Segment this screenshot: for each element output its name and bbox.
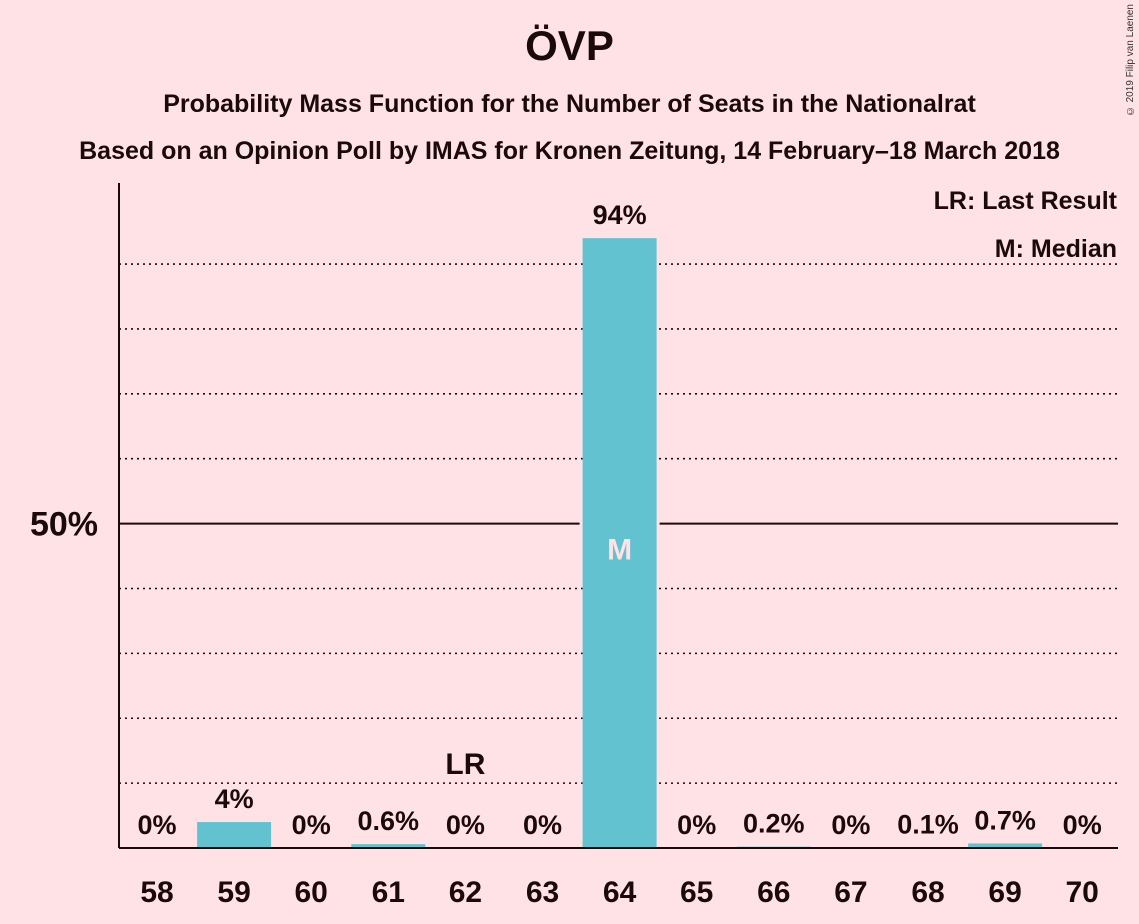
- data-label-58: 0%: [137, 810, 176, 840]
- x-tick-label-62: 62: [449, 876, 482, 909]
- x-tick-label-70: 70: [1066, 876, 1099, 909]
- chart-title: ÖVP: [525, 22, 614, 69]
- data-label-66: 0.2%: [743, 809, 805, 839]
- x-tick-label-67: 67: [834, 876, 867, 909]
- x-tick-label-61: 61: [372, 876, 405, 909]
- data-label-62: 0%: [446, 810, 485, 840]
- data-label-61: 0.6%: [358, 806, 420, 836]
- x-tick-label-66: 66: [757, 876, 790, 909]
- x-tick-label-58: 58: [140, 876, 173, 909]
- data-label-69: 0.7%: [974, 805, 1036, 835]
- x-tick-label-69: 69: [988, 876, 1021, 909]
- data-label-60: 0%: [292, 810, 331, 840]
- x-tick-label-60: 60: [295, 876, 328, 909]
- data-label-65: 0%: [677, 810, 716, 840]
- legend-entry-last-result: LR: Last Result: [934, 187, 1118, 215]
- bar-59: [197, 822, 272, 848]
- chart-source-subtitle: Based on an Opinion Poll by IMAS for Kro…: [79, 137, 1060, 165]
- x-tick-label-59: 59: [217, 876, 250, 909]
- x-tick-label-63: 63: [526, 876, 559, 909]
- data-label-59: 4%: [215, 784, 254, 814]
- bar-61: [351, 844, 426, 848]
- bar-64: [582, 238, 657, 848]
- data-label-70: 0%: [1063, 810, 1102, 840]
- data-label-67: 0%: [831, 810, 870, 840]
- legend-entry-median: M: Median: [995, 235, 1117, 263]
- bar-69: [968, 843, 1043, 848]
- x-tick-label-65: 65: [680, 876, 713, 909]
- chart-subtitle: Probability Mass Function for the Number…: [163, 90, 976, 118]
- data-label-63: 0%: [523, 810, 562, 840]
- x-tick-label-64: 64: [603, 876, 637, 909]
- median-marker: M: [607, 534, 632, 567]
- data-label-64: 94%: [593, 200, 647, 230]
- y-tick-label-50: 50%: [30, 506, 98, 544]
- data-label-68: 0.1%: [897, 809, 959, 839]
- last-result-marker: LR: [445, 748, 485, 781]
- x-tick-label-68: 68: [911, 876, 944, 909]
